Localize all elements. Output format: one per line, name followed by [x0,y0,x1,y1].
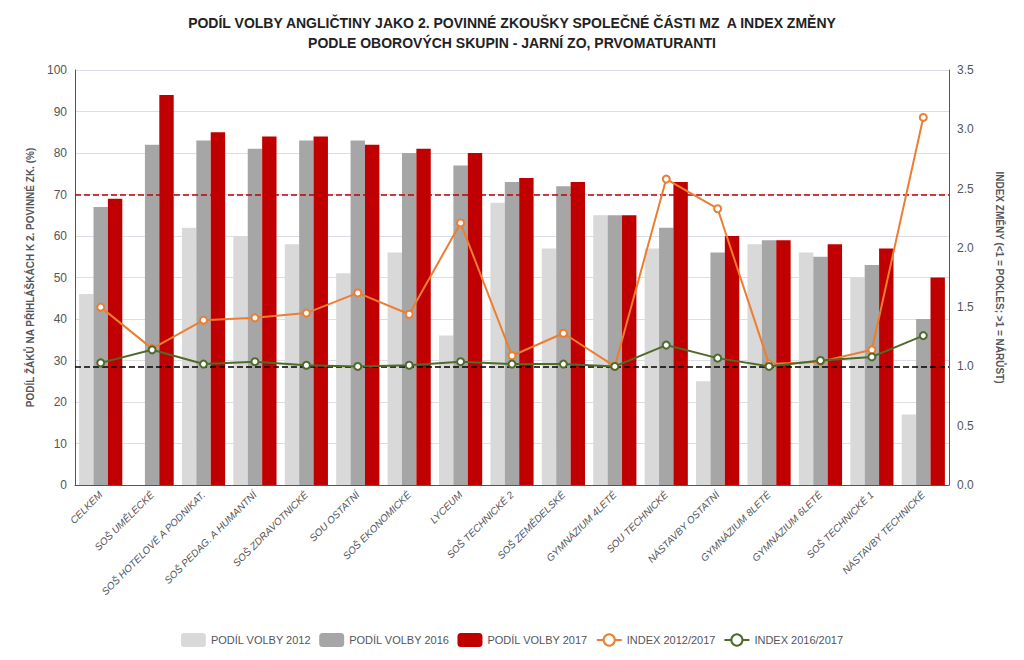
svg-text:INDEX 2016/2017: INDEX 2016/2017 [754,634,843,646]
svg-text:LYCEUM: LYCEUM [428,489,465,526]
svg-text:SOU OSTATNÍ: SOU OSTATNÍ [306,487,363,544]
svg-text:INDEX ZMĚNY (<1 = POKLES; >1 =: INDEX ZMĚNY (<1 = POKLES; >1 = NÁRŮST) [994,171,1007,383]
svg-text:CELKEM: CELKEM [68,489,105,526]
svg-text:SOU TECHNICKÉ: SOU TECHNICKÉ [604,489,671,555]
svg-text:SOŠ ZEMĚDELSKÉ: SOŠ ZEMĚDELSKÉ [495,489,568,562]
svg-text:30: 30 [54,354,68,368]
svg-text:SOŠ ZDRAVOTNICKÉ: SOŠ ZDRAVOTNICKÉ [230,488,311,569]
svg-text:10: 10 [54,437,68,451]
svg-text:40: 40 [54,312,68,326]
svg-text:50: 50 [54,271,68,285]
svg-text:2.0: 2.0 [957,241,974,255]
svg-text:2.5: 2.5 [957,182,974,196]
svg-text:0: 0 [60,478,67,492]
svg-text:20: 20 [54,395,68,409]
svg-text:0.5: 0.5 [957,419,974,433]
svg-text:SOŠ UMĚLECKÉ: SOŠ UMĚLECKÉ [92,489,156,553]
svg-text:60: 60 [54,229,68,243]
svg-text:GYMNÁZIUM 4LETÉ: GYMNÁZIUM 4LETÉ [544,488,619,563]
svg-text:3.0: 3.0 [957,122,974,136]
svg-text:PODÍL VOLBY 2012: PODÍL VOLBY 2012 [211,634,311,646]
svg-text:3.5: 3.5 [957,63,974,77]
svg-text:PODÍL ŽÁKŮ NA PŘIHLÁŠKÁCH K 2.: PODÍL ŽÁKŮ NA PŘIHLÁŠKÁCH K 2. POVINNÉ Z… [23,148,36,407]
svg-text:SOŠ TECHNICKÉ 2: SOŠ TECHNICKÉ 2 [444,489,516,561]
svg-text:SOŠ EKONOMICKÉ: SOŠ EKONOMICKÉ [340,488,413,561]
svg-text:GYMNÁZIUM 8LETÉ: GYMNÁZIUM 8LETÉ [698,489,773,564]
svg-text:SOŠ PEDAG. A HUMANTNÍ: SOŠ PEDAG. A HUMANTNÍ [161,487,260,586]
svg-text:NÁSTAVBY OSTATNÍ: NÁSTAVBY OSTATNÍ [645,489,722,565]
svg-text:SOŠ TECHNICKÉ 1: SOŠ TECHNICKÉ 1 [804,489,876,561]
svg-text:0.0: 0.0 [957,478,974,492]
svg-text:PODÍL VOLBY ANGLIČTINY JAKO 2.: PODÍL VOLBY ANGLIČTINY JAKO 2. POVINNÉ Z… [188,14,836,31]
svg-text:80: 80 [54,146,68,160]
svg-text:70: 70 [54,188,68,202]
svg-text:GYMNÁZIUM 6LETÉ: GYMNÁZIUM 6LETÉ [749,489,825,564]
svg-text:PODÍL VOLBY 2017: PODÍL VOLBY 2017 [487,634,587,646]
svg-text:PODLE OBOROVÝCH SKUPIN - JARNÍ: PODLE OBOROVÝCH SKUPIN - JARNÍ ZO, PRVOM… [308,34,716,51]
svg-text:INDEX 2012/2017: INDEX 2012/2017 [627,634,716,646]
svg-text:90: 90 [54,105,68,119]
svg-text:1.5: 1.5 [957,300,974,314]
svg-text:PODÍL VOLBY 2016: PODÍL VOLBY 2016 [349,634,449,646]
svg-text:SOŠ HOTELOVÉ A PODNIKAT.: SOŠ HOTELOVÉ A PODNIKAT. [99,488,208,597]
svg-text:NÁSTAVBY TECHNICKÉ: NÁSTAVBY TECHNICKÉ [839,488,927,576]
svg-text:100: 100 [47,63,67,77]
svg-text:1.0: 1.0 [957,359,974,373]
